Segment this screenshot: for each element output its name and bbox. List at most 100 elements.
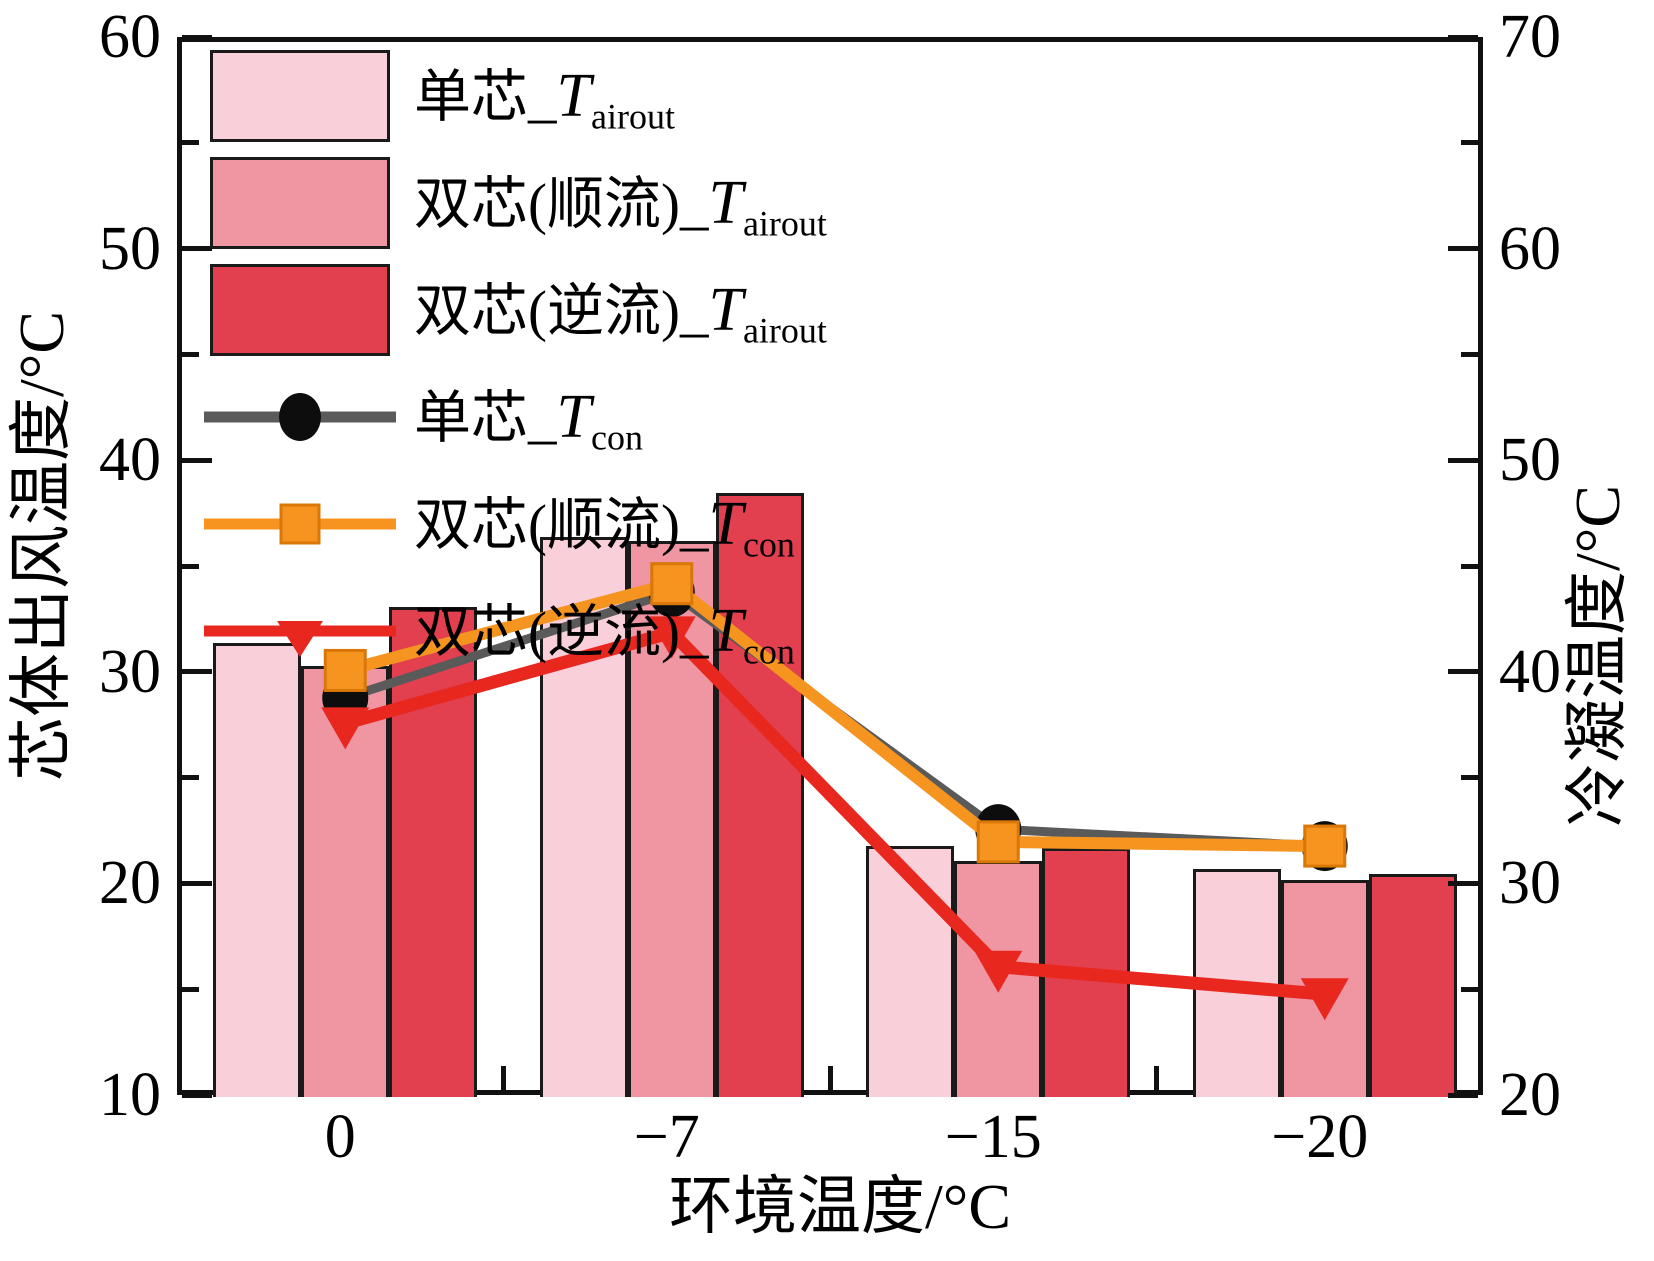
x-tick-label-0: 0 [324, 1103, 356, 1171]
left-minor-tick-35 [182, 563, 199, 569]
legend-label-subscript: con [742, 523, 795, 564]
right-minor-tick-55 [1461, 351, 1478, 357]
right-minor-tick-65 [1461, 140, 1478, 146]
bottom-boundary-tick-1 [501, 1066, 506, 1090]
marker-square-双芯(顺流)_Tcon-cat3 [1303, 824, 1347, 868]
left-tick-label-20: 20 [99, 849, 161, 918]
line-series-layer [321, 562, 1349, 1021]
legend-marker-cell [210, 263, 390, 356]
legend-item-label: 单芯_Tairout [414, 61, 675, 134]
right-tick-label-60: 60 [1499, 214, 1561, 283]
left-major-tick-60 [182, 34, 212, 40]
legend-swatch-双芯(顺流)_Tairout [210, 156, 390, 249]
line-双芯(顺流)_Tcon [343, 577, 1325, 853]
left-minor-tick-25 [182, 775, 199, 781]
right-axis-title: 冷凝温度/°C [1562, 484, 1633, 828]
left-tick-label-50: 50 [99, 214, 161, 283]
legend-marker-cell [204, 371, 396, 463]
left-tick-label-60: 60 [99, 3, 161, 71]
legend-label-subscript: con [590, 416, 643, 457]
legend-label-prefix: 双芯(顺流)_ [414, 493, 709, 557]
right-major-tick-60 [1448, 246, 1478, 252]
legend-label-symbol: T [708, 489, 743, 558]
legend-swatch-双芯(逆流)_Tairout [210, 263, 390, 356]
right-minor-tick-35 [1461, 775, 1478, 781]
legend-label-symbol: T [556, 382, 591, 451]
right-major-tick-70 [1448, 34, 1478, 40]
marker-triangle-down-双芯(逆流)_Tcon-cat3 [1300, 978, 1349, 1021]
left-minor-tick-45 [182, 351, 199, 357]
legend-swatch-单芯_Tairout [210, 49, 390, 142]
legend-label-symbol: T [708, 168, 743, 237]
legend-marker-cell [210, 49, 390, 142]
right-tick-label-50: 50 [1499, 426, 1561, 495]
right-minor-tick-45 [1461, 563, 1478, 569]
legend-label-prefix: 双芯(逆流)_ [414, 279, 709, 343]
legend-item-label: 双芯(顺流)_Tcon [414, 489, 795, 562]
legend-marker-triangle-down-icon [277, 620, 323, 657]
left-major-tick-30 [182, 669, 212, 675]
left-major-tick-40 [182, 457, 212, 463]
legend-marker-shape [277, 620, 323, 657]
legend-label-symbol: T [708, 596, 743, 665]
legend-item-单芯_Tairout: 单芯_Tairout [210, 42, 827, 149]
legend-marker-cell [204, 478, 396, 570]
marker-square-双芯(顺流)_Tcon-cat0 [323, 648, 367, 692]
right-major-tick-40 [1448, 669, 1478, 675]
right-major-tick-30 [1448, 880, 1478, 886]
right-major-tick-50 [1448, 457, 1478, 463]
bar-双芯(逆流)_Tairout-cat3 [1368, 873, 1457, 1097]
left-minor-tick-55 [182, 140, 199, 146]
x-tick-label-3: −20 [1271, 1103, 1369, 1171]
line-双芯(逆流)_Tcon [343, 625, 1326, 1001]
right-tick-label-30: 30 [1499, 849, 1561, 918]
legend-label-symbol: T [556, 61, 591, 130]
x-axis-title: 环境温度/°C [668, 1171, 1012, 1242]
legend-label-subscript: airout [590, 95, 675, 136]
left-axis-title: 芯体出风温度/°C [6, 310, 77, 782]
left-tick-label-40: 40 [99, 426, 161, 495]
legend-marker-shape [279, 392, 321, 441]
legend-marker-cell [204, 585, 396, 677]
legend-label-subscript: airout [742, 309, 827, 350]
marker-square-双芯(顺流)_Tcon-cat2 [976, 820, 1020, 864]
legend-item-双芯(逆流)_Tcon: 双芯(逆流)_Tcon [204, 577, 827, 684]
marker-triangle-down-双芯(逆流)_Tcon-cat0 [321, 707, 370, 750]
right-major-tick-20 [1448, 1092, 1478, 1098]
bar-单芯_Tairout-cat0 [213, 642, 302, 1097]
legend-label-symbol: T [708, 275, 743, 344]
right-tick-label-20: 20 [1499, 1061, 1561, 1129]
left-minor-tick-15 [182, 986, 199, 992]
legend-label-prefix: 双芯(顺流)_ [414, 172, 709, 236]
left-major-tick-10 [182, 1092, 212, 1098]
legend-marker-square-icon [279, 503, 321, 544]
legend-item-label: 双芯(逆流)_Tcon [414, 596, 795, 669]
left-major-tick-50 [182, 246, 212, 252]
legend-marker-circle-icon [279, 392, 321, 441]
legend-item-双芯(逆流)_Tairout: 双芯(逆流)_Tairout [210, 256, 827, 363]
plot-area [177, 34, 1483, 1098]
legend-label-subscript: con [742, 630, 795, 671]
legend-label-subscript: airout [742, 202, 827, 243]
legend-item-label: 单芯_Tcon [414, 382, 643, 455]
right-tick-label-70: 70 [1499, 3, 1561, 71]
legend-item-label: 双芯(顺流)_Tairout [414, 168, 827, 241]
marker-triangle-down-双芯(逆流)_Tcon-cat1 [647, 616, 696, 659]
legend-label-prefix: 单芯_ [414, 65, 557, 129]
legend-item-单芯_Tcon: 单芯_Tcon [204, 363, 827, 470]
x-tick-label-1: −7 [633, 1103, 700, 1171]
bar-单芯_Tairout-cat2 [866, 846, 955, 1097]
bottom-boundary-tick-2 [827, 1066, 833, 1090]
legend-item-双芯(顺流)_Tcon: 双芯(顺流)_Tcon [204, 470, 827, 577]
legend: 单芯_Tairout 双芯(顺流)_Tairout 双芯(逆流)_Tairout 单芯… [204, 42, 827, 684]
legend-item-双芯(顺流)_Tairout: 双芯(顺流)_Tairout [210, 149, 827, 256]
legend-marker-cell [210, 156, 390, 249]
right-minor-tick-25 [1461, 986, 1478, 992]
bar-双芯(逆流)_Tairout-cat1 [715, 492, 804, 1097]
legend-label-prefix: 单芯_ [414, 386, 557, 450]
bottom-boundary-tick-3 [1154, 1066, 1159, 1090]
marker-square-双芯(顺流)_Tcon-cat1 [650, 562, 694, 606]
left-tick-label-30: 30 [99, 637, 161, 706]
left-major-tick-20 [182, 880, 212, 886]
